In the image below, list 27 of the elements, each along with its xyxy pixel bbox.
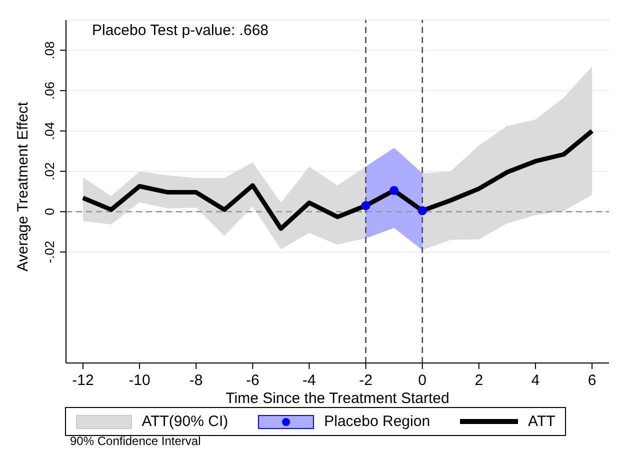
x-axis-title: Time Since the Treatment Started: [226, 390, 450, 407]
x-tick-label: 6: [588, 372, 596, 389]
y-tick-label: .08: [42, 41, 57, 60]
y-tick-label: 0: [42, 208, 57, 216]
x-tick-label: 0: [418, 372, 427, 389]
y-axis-title: Average Treatment Effect: [14, 101, 32, 272]
text: ATT(90% CI): [140, 413, 228, 430]
y-tick-label: .06: [42, 82, 57, 100]
y-tick-label: .02: [42, 162, 57, 180]
x-tick-label: -12: [72, 372, 94, 389]
x-tick-label: -8: [189, 372, 203, 389]
x-tick-label: -6: [246, 372, 260, 389]
y-tick-label: -.02: [42, 240, 57, 264]
line-series: [80, 128, 594, 231]
legend-label: ATT: [527, 413, 556, 430]
y-tick-label: .04: [42, 122, 57, 140]
text: 90% Confidence Interval: [70, 434, 201, 448]
point: [390, 186, 399, 195]
x-tick-label: -4: [302, 372, 316, 389]
legend-label: Placebo Region: [323, 413, 430, 430]
point: [361, 201, 370, 210]
x-tick-label: -10: [128, 372, 150, 389]
x-tick-label: -2: [359, 372, 372, 389]
x-tick-label: 2: [474, 372, 484, 389]
x-tick-label: 4: [531, 372, 540, 389]
annotation: Placebo Test p-value: .668: [92, 22, 269, 39]
point: [418, 206, 427, 216]
